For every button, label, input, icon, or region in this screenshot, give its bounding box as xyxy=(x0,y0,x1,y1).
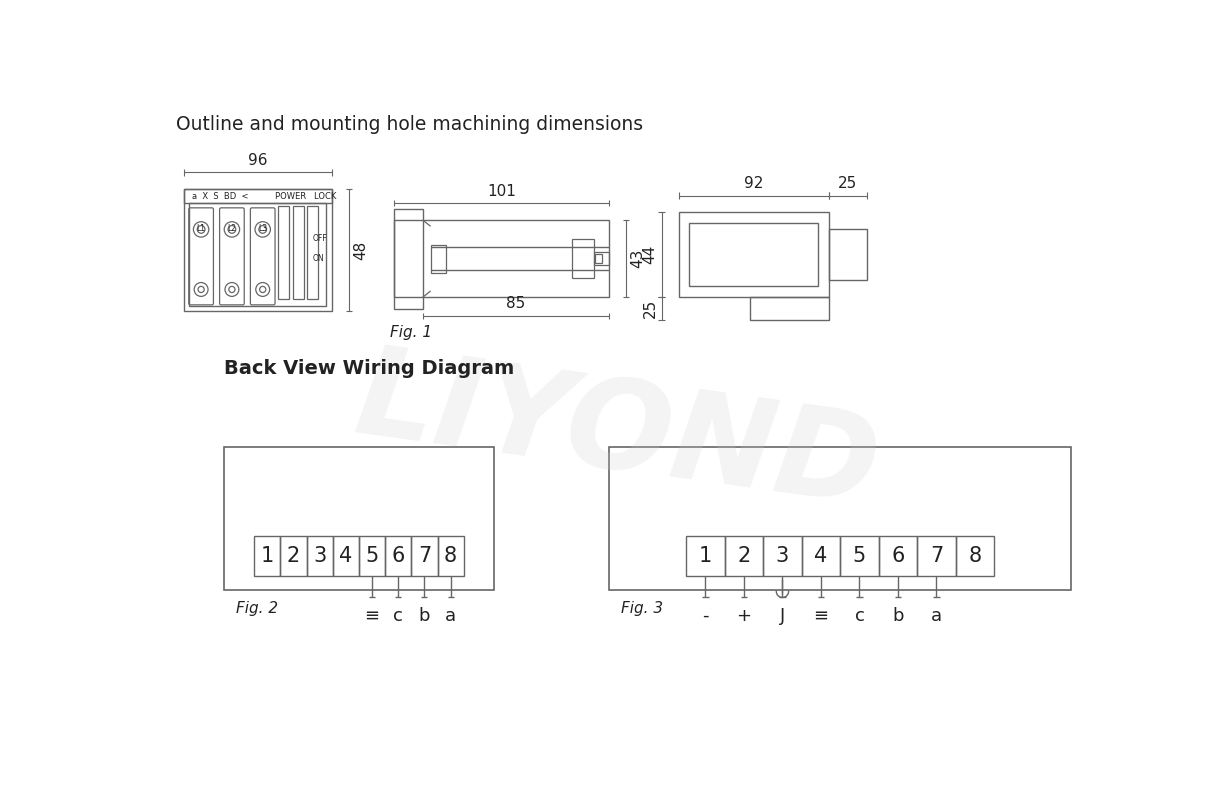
Bar xyxy=(225,448,493,590)
Bar xyxy=(689,223,818,286)
Text: J: J xyxy=(780,607,785,625)
Text: Fig. 1: Fig. 1 xyxy=(390,325,431,340)
Bar xyxy=(281,536,306,576)
Text: 44: 44 xyxy=(643,245,657,264)
Bar xyxy=(802,536,841,576)
Text: 8: 8 xyxy=(968,546,982,566)
Text: 1: 1 xyxy=(699,546,712,566)
Bar xyxy=(829,229,868,280)
Text: c: c xyxy=(854,607,864,625)
Text: b: b xyxy=(419,607,430,625)
Text: 6: 6 xyxy=(391,546,405,566)
Text: 96: 96 xyxy=(248,153,267,168)
Text: -: - xyxy=(702,607,708,625)
Bar xyxy=(293,205,304,300)
Text: 101: 101 xyxy=(487,183,516,199)
Bar xyxy=(430,245,446,272)
Bar xyxy=(572,239,594,278)
Text: a  X  S  BD  <: a X S BD < xyxy=(192,191,248,200)
Text: ≡: ≡ xyxy=(813,607,829,625)
Text: Back View Wiring Diagram: Back View Wiring Diagram xyxy=(225,359,514,378)
Text: L3: L3 xyxy=(258,224,267,234)
Text: OFF: OFF xyxy=(312,234,327,243)
Bar xyxy=(917,536,956,576)
Text: L1: L1 xyxy=(197,224,205,234)
Bar xyxy=(956,536,994,576)
Text: ≡: ≡ xyxy=(364,607,379,625)
Text: b: b xyxy=(892,607,904,625)
Bar xyxy=(763,536,802,576)
Bar xyxy=(307,205,318,300)
Bar xyxy=(751,297,829,320)
Bar xyxy=(678,213,829,297)
Text: 5: 5 xyxy=(853,546,866,566)
Bar xyxy=(188,204,326,306)
Text: 48: 48 xyxy=(352,241,368,260)
Text: 2: 2 xyxy=(287,546,300,566)
Bar xyxy=(385,536,412,576)
Text: 5: 5 xyxy=(366,546,379,566)
Text: 4: 4 xyxy=(339,546,352,566)
Bar xyxy=(306,536,333,576)
Bar xyxy=(686,536,724,576)
Text: 3: 3 xyxy=(776,546,789,566)
Text: LIYOND: LIYOND xyxy=(347,338,886,531)
Text: Fig. 2: Fig. 2 xyxy=(236,601,278,616)
Text: 7: 7 xyxy=(418,546,431,566)
Bar xyxy=(394,220,609,297)
Bar xyxy=(412,536,437,576)
Text: +: + xyxy=(736,607,751,625)
Bar xyxy=(878,536,917,576)
Text: 85: 85 xyxy=(507,296,526,311)
Bar xyxy=(724,536,763,576)
Text: 92: 92 xyxy=(744,176,763,191)
Text: 43: 43 xyxy=(631,249,645,268)
Text: Outline and mounting hole machining dimensions: Outline and mounting hole machining dime… xyxy=(176,115,644,133)
Text: a: a xyxy=(445,607,456,625)
Text: a: a xyxy=(931,607,942,625)
Bar xyxy=(594,252,609,265)
Text: POWER   LOCK: POWER LOCK xyxy=(275,192,337,201)
Bar xyxy=(254,536,281,576)
Bar xyxy=(437,536,464,576)
Text: 8: 8 xyxy=(443,546,457,566)
Bar xyxy=(185,189,332,311)
Bar xyxy=(609,448,1072,590)
Bar xyxy=(394,208,423,309)
Bar xyxy=(841,536,878,576)
Bar xyxy=(595,254,603,263)
Text: 25: 25 xyxy=(838,176,858,191)
Text: L2: L2 xyxy=(227,224,237,234)
Bar xyxy=(358,536,385,576)
Text: c: c xyxy=(394,607,403,625)
Text: ON: ON xyxy=(312,254,324,263)
Text: 6: 6 xyxy=(892,546,905,566)
Bar xyxy=(185,189,332,204)
Bar xyxy=(333,536,358,576)
Text: 25: 25 xyxy=(643,299,657,318)
Bar xyxy=(278,205,289,300)
Text: 7: 7 xyxy=(929,546,943,566)
Text: 4: 4 xyxy=(814,546,827,566)
Text: 1: 1 xyxy=(261,546,273,566)
Text: 2: 2 xyxy=(738,546,751,566)
Text: 3: 3 xyxy=(313,546,327,566)
Text: Fig. 3: Fig. 3 xyxy=(621,601,663,616)
